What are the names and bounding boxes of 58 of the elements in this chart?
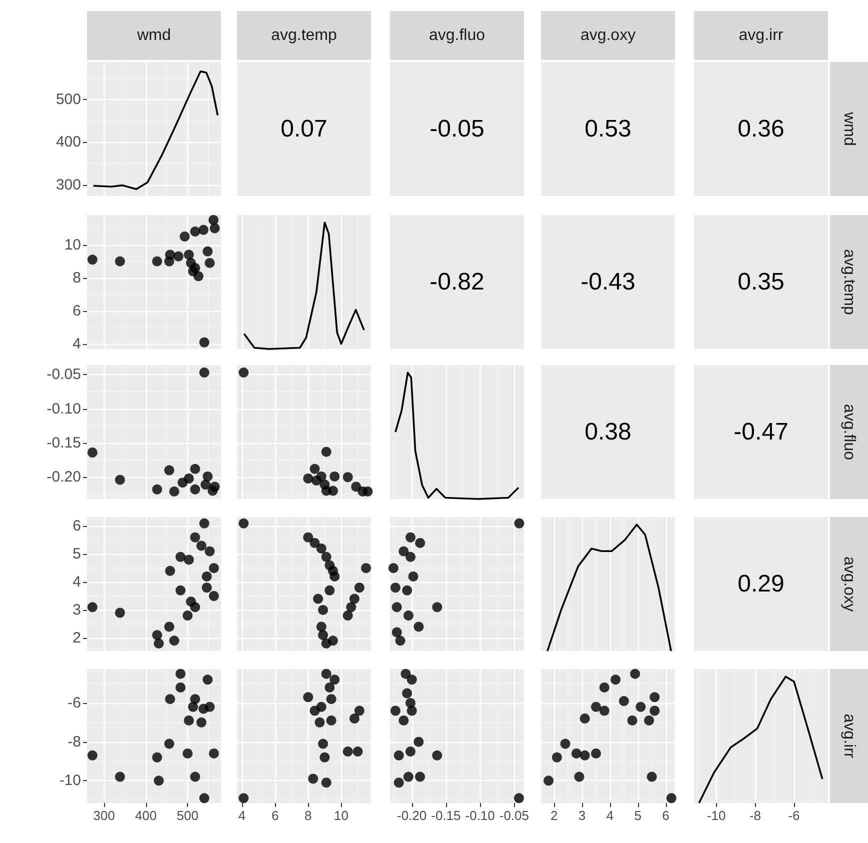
text: avg.fluo [428, 27, 486, 44]
x-tick-label: -6 [788, 808, 800, 823]
x-tick-label: 400 [135, 808, 157, 823]
y-tick-label: 4 [72, 574, 81, 591]
y-tick-label: 10 [64, 236, 81, 254]
y-tick-label: 400 [56, 134, 81, 151]
y-tick-label: 300 [56, 176, 81, 194]
y-tick-label: -8 [68, 733, 81, 750]
x-tick-label: 4 [606, 808, 614, 823]
text: 0.07 [280, 116, 328, 142]
text: avg.irr [738, 27, 784, 44]
text: -0.47 [734, 418, 788, 446]
y-tick-label: 5 [72, 546, 81, 563]
y-tick-label: 4 [72, 336, 81, 353]
text: avg.temp [271, 27, 338, 44]
x-tick-label: 500 [176, 808, 198, 823]
text: -0.82 [430, 268, 484, 296]
y2-axis-title: avg.irr [840, 714, 858, 759]
y-tick-label: -6 [68, 694, 81, 712]
text: avg.oxy [840, 556, 858, 612]
y-tick-label: -0.10 [46, 400, 81, 418]
text: 0.29 [738, 570, 784, 598]
text: 0.53 [584, 116, 632, 142]
y-tick-label: 2 [72, 629, 81, 646]
text: 0.36 [738, 116, 784, 142]
y-tick-label: 8 [72, 269, 81, 286]
x-tick-label: -0.05 [499, 808, 530, 823]
y-tick-label: 500 [56, 91, 81, 108]
y-tick-label: 3 [72, 601, 81, 618]
text: 0.35 [738, 268, 784, 296]
y-tick-label: 6 [72, 302, 81, 320]
x-tick-label: -10 [706, 808, 726, 823]
text: -0.05 [430, 116, 484, 142]
text: wmd [840, 111, 858, 146]
chart-title: wmd [136, 27, 171, 44]
y-tick-label: -0.20 [46, 468, 81, 486]
x-tick-label: -0.10 [465, 808, 495, 823]
y-tick-label: -0.15 [46, 434, 81, 452]
x-tick-label: 6 [662, 808, 670, 823]
y-tick-label: -10 [59, 772, 81, 790]
x-tick-label: 2 [550, 808, 558, 823]
x-tick-label: 300 [93, 808, 115, 823]
text: 0.38 [584, 418, 632, 446]
x-tick-label: -8 [749, 808, 761, 823]
x-tick-label: 8 [304, 808, 312, 823]
x-tick-label: 3 [578, 808, 586, 823]
text: avg.fluo [840, 404, 858, 460]
y-tick-label: -0.05 [46, 366, 81, 384]
x-tick-label: -0.20 [397, 808, 427, 823]
x-tick-label: 5 [634, 808, 642, 823]
text: avg.temp [840, 249, 858, 316]
text: -0.43 [580, 268, 636, 296]
x-tick-label: 10 [334, 808, 348, 823]
x-tick-label: -0.15 [431, 808, 461, 823]
x-tick-label: 6 [271, 808, 279, 823]
x-tick-label: 4 [238, 808, 246, 823]
text: avg.oxy [580, 27, 636, 44]
y-tick-label: 6 [72, 518, 81, 535]
